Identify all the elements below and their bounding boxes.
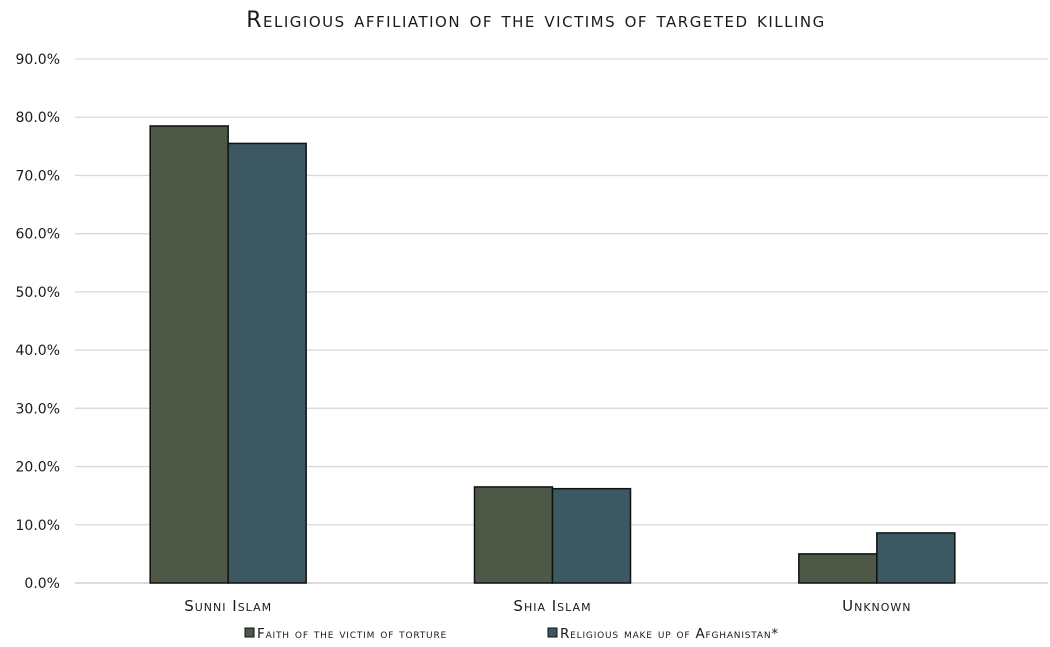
x-category-label: Unknown [842, 597, 911, 615]
y-tick-label: 50.0% [16, 285, 60, 301]
x-axis-labels: Sunni Islam Shia Islam Unknown [184, 597, 911, 615]
y-axis-ticks: 0.0% 10.0% 20.0% 30.0% 40.0% 50.0% 60.0% 70.0% 8… [16, 52, 60, 592]
y-tick-label: 10.0% [16, 518, 60, 534]
y-tick-label: 70.0% [16, 168, 60, 184]
y-tick-label: 20.0% [16, 460, 60, 476]
bar-religious-makeup-1 [551, 487, 632, 584]
legend-swatch [547, 627, 558, 638]
legend-label: Religious make up of Afghanistan* [560, 626, 779, 642]
legend: Faith of the victim of torture Religious … [244, 626, 779, 642]
legend-swatch [244, 627, 255, 638]
bar-faith-of-victim-1 [473, 486, 554, 584]
bar-faith-of-victim-0 [149, 125, 229, 584]
bar-religious-makeup-0 [227, 142, 307, 584]
bar-faith-of-victim-2 [798, 553, 878, 584]
y-tick-label: 40.0% [16, 343, 60, 359]
bars [149, 125, 956, 584]
y-tick-label: 0.0% [24, 576, 60, 592]
x-category-label: Sunni Islam [184, 597, 272, 615]
legend-label: Faith of the victim of torture [257, 626, 447, 642]
y-tick-label: 30.0% [16, 401, 60, 417]
x-category-label: Shia Islam [513, 597, 591, 615]
bar-religious-makeup-2 [876, 532, 956, 584]
y-tick-label: 60.0% [16, 227, 60, 243]
chart-title: Religious affiliation of the victims of … [246, 8, 826, 33]
y-tick-label: 80.0% [16, 110, 60, 126]
y-tick-label: 90.0% [16, 52, 60, 68]
